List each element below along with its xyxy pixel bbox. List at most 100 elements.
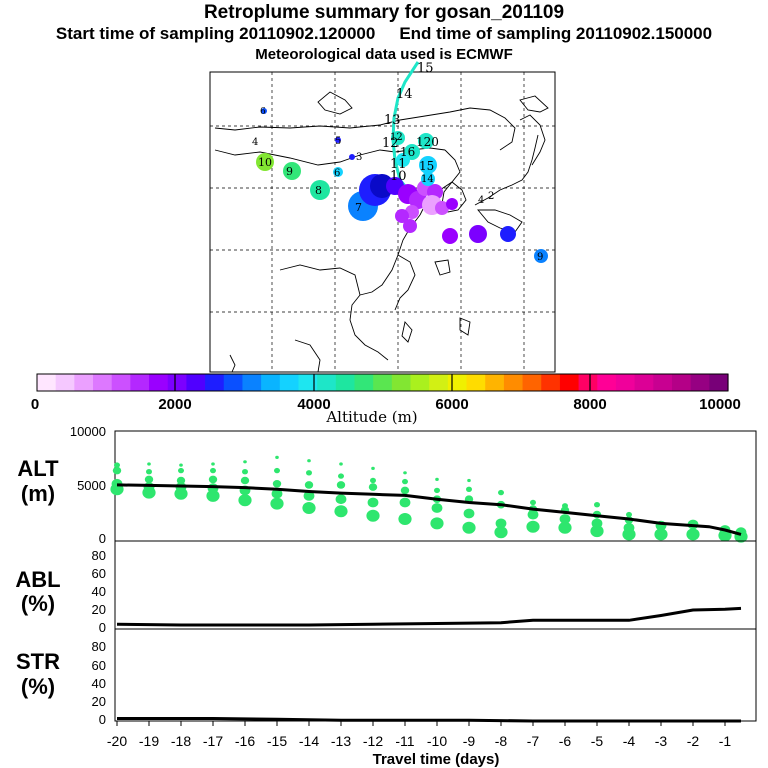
alt-particle-point xyxy=(626,511,632,518)
cluster-circle xyxy=(534,249,548,263)
map-frame xyxy=(209,71,556,373)
alt-particle-point xyxy=(402,478,408,485)
alt-particle-point xyxy=(559,514,571,524)
alt-ylabel-line1: ALT xyxy=(17,456,59,481)
alt-particle-point xyxy=(242,469,248,475)
alt-particle-point xyxy=(558,521,572,534)
cluster-circle xyxy=(391,131,405,145)
map-panel: 15 14 13 12 11 10 4 5 6 7 8 9 10 3 2 4 9… xyxy=(209,61,556,373)
abl-ylabel-line2: (%) xyxy=(21,591,55,616)
map-trajectory xyxy=(391,61,420,193)
cluster-circle xyxy=(370,174,394,198)
alt-particle-point xyxy=(179,463,183,467)
cluster-label: 7 xyxy=(355,201,362,214)
alt-particle-point xyxy=(431,503,443,513)
x-tick-label: -7 xyxy=(527,733,540,749)
alt-particle-point xyxy=(339,462,343,466)
colorbar-cell xyxy=(597,374,617,391)
colorbar-cell xyxy=(690,374,710,391)
alt-particle-point xyxy=(238,494,252,507)
alt-particle-point xyxy=(466,486,472,492)
met-data-label: Meteorological data used is ECMWF xyxy=(255,46,513,63)
map-gridlines xyxy=(210,72,555,372)
alt-particle-point xyxy=(335,494,347,505)
str-ytick: 60 xyxy=(92,658,106,673)
x-tick-label: -14 xyxy=(299,733,319,749)
alt-particle-point xyxy=(240,476,250,485)
cluster-label: 4 xyxy=(252,137,258,148)
alt-particle-point xyxy=(467,478,471,483)
colorbar-cell xyxy=(93,374,113,391)
alt-particle-point xyxy=(302,502,316,514)
alt-particle-point xyxy=(206,489,220,502)
alt-particle-point xyxy=(334,505,348,518)
x-tick-label: -15 xyxy=(267,733,287,749)
abl-panel: ABL (%) 80 60 40 20 0 xyxy=(15,540,757,635)
colorbar-cell xyxy=(466,374,486,391)
alt-particle-point xyxy=(211,462,215,466)
cluster-circle xyxy=(435,201,449,215)
x-tick-label: -19 xyxy=(139,733,159,749)
colorbar-tick: 6000 xyxy=(435,396,468,413)
alt-particle-point xyxy=(498,489,504,496)
hour-label: 12 xyxy=(390,132,403,143)
traj-label: 13 xyxy=(384,113,401,128)
abl-line xyxy=(116,606,742,627)
x-tick-label: -20 xyxy=(107,733,127,749)
cluster-circle xyxy=(395,209,409,223)
colorbar-cell xyxy=(279,374,300,391)
sampling-times: Start time of sampling 20110902.120000 En… xyxy=(0,24,768,44)
abl-ytick: 60 xyxy=(92,566,106,581)
x-tick-label: -13 xyxy=(331,733,351,749)
alt-particle-point xyxy=(114,462,120,468)
alt-particle-point xyxy=(368,483,378,491)
x-tick-label: -6 xyxy=(559,733,572,749)
colorbar-cell xyxy=(541,374,561,391)
colorbar-cell xyxy=(37,374,57,391)
cluster-circle xyxy=(335,137,341,143)
traj-label: 14 xyxy=(396,87,413,102)
colorbar-cell xyxy=(503,374,524,391)
colorbar-cell xyxy=(391,374,412,391)
cluster-circle xyxy=(261,108,267,114)
cluster-label: 5 xyxy=(335,136,341,147)
colorbar-cell xyxy=(615,374,636,391)
str-ylabel-line1: STR xyxy=(16,649,60,674)
alt-particle-point xyxy=(463,508,475,519)
colorbar-cell xyxy=(205,374,225,391)
alt-panel: ALT (m) 10000 5000 0 xyxy=(17,424,757,546)
colorbar-cell xyxy=(578,374,598,391)
str-panel: STR (%) 80 60 40 20 0 xyxy=(16,628,757,727)
cluster-label: 6 xyxy=(260,107,266,117)
abl-ytick: 20 xyxy=(92,602,106,617)
cluster-label: 8 xyxy=(315,184,322,197)
colorbar-cell xyxy=(373,374,393,391)
colorbar-tick: 4000 xyxy=(297,396,330,413)
colorbar-cell xyxy=(485,374,505,391)
alt-particle-point xyxy=(307,459,311,463)
abl-ylabel-line1: ABL xyxy=(15,567,60,592)
alt-particle-point xyxy=(270,497,284,510)
colorbar-dividers xyxy=(174,374,591,391)
alt-particle-point xyxy=(527,509,539,520)
alt-particle-point xyxy=(398,513,412,525)
cluster-label: 4 xyxy=(478,195,484,206)
cluster-circle xyxy=(442,228,458,244)
alt-particle-point xyxy=(306,470,312,476)
x-tick-label: -9 xyxy=(463,733,476,749)
alt-particle-point xyxy=(143,482,155,492)
alt-particle-point xyxy=(243,460,247,464)
plot-title: Retroplume summary for gosan_201109 xyxy=(203,2,565,23)
cluster-circle xyxy=(500,226,516,242)
cluster-circle xyxy=(333,167,343,177)
alt-particle-point xyxy=(462,521,476,534)
alt-particle-point xyxy=(403,471,407,475)
x-axis-ticks: -20 -19 -18 -17 -16 -15 -14 -13 -12 -11 -10 -9 -8 -7 -… xyxy=(107,721,731,749)
alt-particle-point xyxy=(494,526,508,539)
x-axis-label: Travel time (days) xyxy=(373,751,500,768)
alt-particle-point xyxy=(430,517,444,530)
alt-ytick: 10000 xyxy=(70,424,106,439)
cluster-circle xyxy=(349,154,355,160)
colorbar-cells xyxy=(37,374,729,391)
colorbar-cell xyxy=(671,374,692,391)
